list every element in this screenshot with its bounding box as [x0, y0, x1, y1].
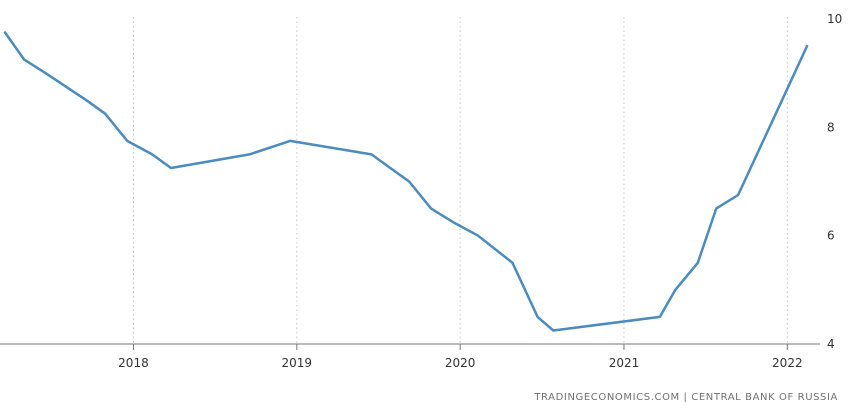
- y-tick-labels: 4 6 8 10: [827, 12, 842, 351]
- x-tick-label: 2019: [282, 356, 313, 370]
- x-tick-label: 2018: [118, 356, 149, 370]
- series-line-group: [3, 31, 809, 332]
- grid-lines: [132, 17, 788, 344]
- y-tick-label: 6: [827, 229, 835, 243]
- y-tick-label: 8: [827, 120, 835, 134]
- x-axis: [0, 343, 820, 350]
- x-tick-label: 2020: [445, 356, 476, 370]
- x-tick-label: 2021: [609, 356, 640, 370]
- y-tick-label: 4: [827, 337, 835, 351]
- x-tick-label: 2022: [772, 356, 803, 370]
- source-credit: TRADINGECONOMICS.COM | CENTRAL BANK OF R…: [534, 392, 838, 403]
- x-tick-labels: 2018 2019 2020 2021 2022: [118, 356, 802, 370]
- series-line: [3, 31, 809, 332]
- y-tick-label: 10: [827, 12, 842, 26]
